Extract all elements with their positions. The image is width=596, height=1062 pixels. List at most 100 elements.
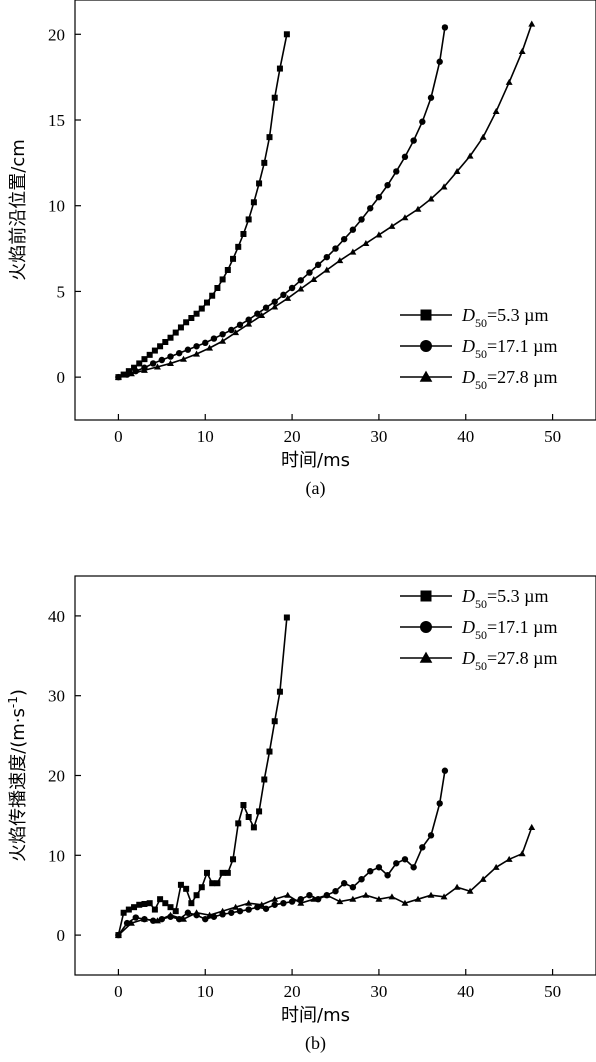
data-point: [441, 767, 449, 774]
legend-label: D50=27.8 µm: [461, 648, 558, 673]
data-point: [146, 900, 153, 907]
data-point: [219, 337, 227, 344]
data-point: [271, 298, 278, 305]
data-point: [235, 820, 242, 827]
y-tick-label: 5: [57, 282, 66, 301]
y-axis-label: 火焰传播速度/(m·s-1): [6, 689, 29, 862]
data-point: [219, 869, 226, 876]
x-tick-label: 10: [197, 982, 214, 1001]
data-point: [184, 909, 192, 916]
data-point: [114, 373, 122, 380]
x-axis-label: 时间/ms: [281, 1005, 350, 1026]
data-point: [440, 893, 448, 900]
data-point: [180, 355, 187, 362]
x-tick-label: 20: [284, 427, 301, 446]
data-point: [206, 344, 214, 351]
data-point: [332, 888, 339, 895]
data-point: [240, 231, 247, 237]
chart-a: 0 10 20 30 40 50 0 5 10 15 20 时间/ms 火焰前沿位置/cm (a) D50=…: [8, 0, 596, 499]
data-point: [262, 304, 270, 311]
legend: D50=5.3 µm D50=17.1 µm D50=27.8 µm: [400, 586, 558, 673]
data-point: [180, 915, 187, 922]
legend-label: D50=17.1 µm: [461, 336, 558, 361]
data-point: [132, 914, 139, 921]
data-point: [214, 880, 221, 887]
legend-marker: [420, 590, 432, 602]
data-point: [375, 895, 383, 902]
legend-label: D50=5.3 µm: [461, 305, 549, 330]
x-tick-label: 50: [544, 427, 561, 446]
data-point: [245, 813, 252, 820]
data-point: [224, 869, 231, 876]
data-point: [203, 869, 210, 876]
data-point: [310, 275, 318, 283]
data-point: [151, 906, 158, 913]
data-point: [440, 183, 448, 190]
data-point: [401, 153, 409, 161]
data-point: [358, 216, 365, 223]
data-point: [256, 180, 263, 187]
data-point: [136, 360, 143, 367]
data-point: [306, 892, 313, 899]
x-tick-label: 10: [197, 427, 214, 446]
data-point: [167, 359, 174, 367]
data-point: [453, 167, 461, 175]
series-line: [118, 27, 446, 378]
data-point: [323, 253, 331, 261]
data-point: [261, 776, 268, 783]
x-tick-label: 20: [284, 982, 301, 1001]
y-tick-label: 30: [48, 687, 65, 706]
data-point: [250, 199, 257, 206]
data-point: [266, 134, 273, 141]
y-tick-label: 0: [57, 368, 66, 387]
data-point: [492, 107, 500, 115]
data-point: [114, 931, 122, 938]
data-point: [336, 257, 344, 264]
data-point: [136, 901, 143, 908]
chart-b: 0 10 20 30 40 50 0 10 20 30 40 时间/ms 火焰传播速度/(m·s-1) (…: [6, 575, 596, 1054]
data-point: [141, 366, 148, 373]
data-point: [177, 881, 184, 888]
data-point: [340, 235, 348, 243]
data-point: [401, 214, 409, 221]
data-point: [245, 316, 252, 323]
data-point: [149, 360, 157, 367]
data-point: [125, 906, 132, 913]
data-point: [427, 891, 435, 898]
data-point: [157, 896, 164, 903]
x-tick-label: 40: [457, 427, 474, 446]
data-point: [284, 891, 292, 898]
x-tick-label: 30: [370, 427, 387, 446]
data-point: [162, 900, 169, 907]
data-point: [518, 47, 526, 55]
data-point: [258, 901, 266, 908]
data-point: [283, 31, 290, 38]
data-point: [410, 137, 417, 144]
data-point: [375, 864, 383, 871]
data-point: [210, 335, 218, 342]
data-point: [203, 299, 210, 306]
x-axis-label: 时间/ms: [281, 450, 350, 471]
data-point: [297, 895, 304, 903]
data-point: [367, 205, 374, 212]
data-point: [198, 884, 205, 891]
data-point: [393, 860, 400, 867]
data-point: [453, 883, 461, 890]
series-line: [118, 34, 288, 378]
data-point: [131, 364, 138, 371]
data-point: [240, 802, 247, 809]
data-point: [518, 850, 526, 857]
data-point: [297, 899, 305, 906]
data-point: [184, 346, 192, 353]
data-point: [436, 58, 443, 65]
data-point: [198, 305, 205, 312]
data-point: [384, 181, 391, 189]
data-point: [245, 320, 253, 327]
x-tick-label: 0: [114, 427, 123, 446]
data-point: [323, 266, 331, 273]
data-point: [141, 900, 148, 907]
data-point: [362, 891, 370, 898]
data-point: [127, 370, 135, 377]
data-point: [167, 353, 174, 360]
data-point: [245, 906, 252, 913]
